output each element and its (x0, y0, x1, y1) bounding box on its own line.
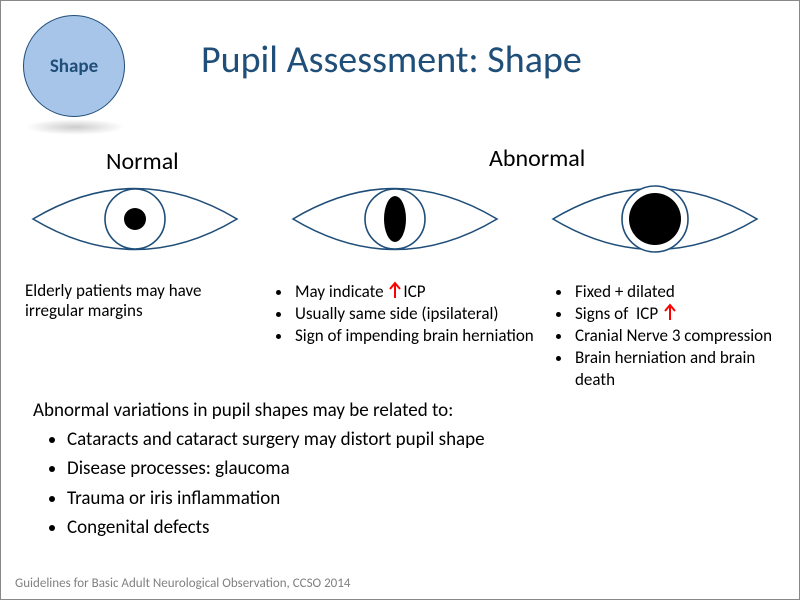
list-item: Trauma or iris inflammation (67, 484, 485, 513)
badge-label: Shape (50, 55, 98, 78)
up-arrow-icon (389, 281, 401, 299)
footer-citation: Guidelines for Basic Adult Neurological … (15, 576, 350, 591)
list-item: Brain herniation and brain death (573, 347, 780, 391)
eye-diagram-normal (25, 178, 245, 260)
list-item: May indicate ICP (293, 281, 535, 303)
list-item: Disease processes: glaucoma (67, 454, 485, 483)
oval-pupil-bullets: May indicate ICPUsually same side (ipsil… (275, 281, 535, 347)
normal-note: Elderly patients may have irregular marg… (25, 281, 250, 322)
section-list: Cataracts and cataract surgery may disto… (33, 425, 485, 543)
list-item: Usually same side (ipsilateral) (293, 303, 535, 325)
list-item: Congenital defects (67, 513, 485, 542)
shape-badge: Shape (23, 15, 125, 117)
title-text: Pupil Assessment: Shape (201, 37, 582, 83)
column-header-normal: Normal (106, 147, 179, 176)
list-item: Signs of ICP (573, 303, 780, 325)
up-arrow-icon (664, 303, 676, 321)
badge-shadow (25, 119, 125, 135)
section-heading: Abnormal variations in pupil shapes may … (33, 399, 453, 422)
list-item: Cranial Nerve 3 compression (573, 325, 780, 347)
dilated-pupil-bullets: Fixed + dilatedSigns of ICP Cranial Nerv… (555, 281, 780, 391)
eye-diagram-dilated (545, 178, 765, 260)
eye-diagram-oval-pupil (285, 178, 505, 260)
list-item: Cataracts and cataract surgery may disto… (67, 425, 485, 454)
footer-text: Guidelines for Basic Adult Neurological … (15, 576, 350, 591)
list-item: Fixed + dilated (573, 281, 780, 303)
column-header-abnormal: Abnormal (489, 144, 585, 173)
page-title: Pupil Assessment: Shape (201, 37, 582, 83)
list-item: Sign of impending brain herniation (293, 325, 535, 347)
